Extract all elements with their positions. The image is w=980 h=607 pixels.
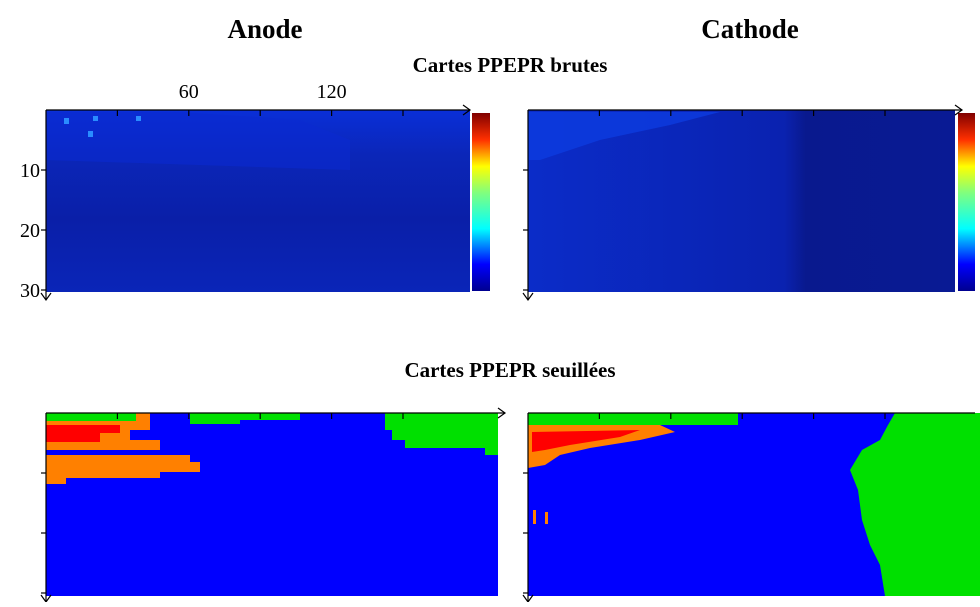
x-tick-label: 120 xyxy=(317,81,347,103)
threshold-map-cathode xyxy=(528,413,980,596)
threshold-map-anode xyxy=(46,413,498,596)
x-tick-label: 60 xyxy=(179,81,199,103)
raw-map-cathode xyxy=(528,110,975,292)
y-tick-label: 20 xyxy=(20,220,40,242)
row-title: Cartes PPEPR seuillées xyxy=(404,358,615,382)
row-title: Cartes PPEPR brutes xyxy=(413,53,608,77)
column-title: Cathode xyxy=(701,14,799,44)
raw-map-anode xyxy=(46,110,490,292)
y-tick-label: 10 xyxy=(20,160,40,182)
y-tick-label: 30 xyxy=(20,280,40,302)
column-title: Anode xyxy=(227,14,302,44)
